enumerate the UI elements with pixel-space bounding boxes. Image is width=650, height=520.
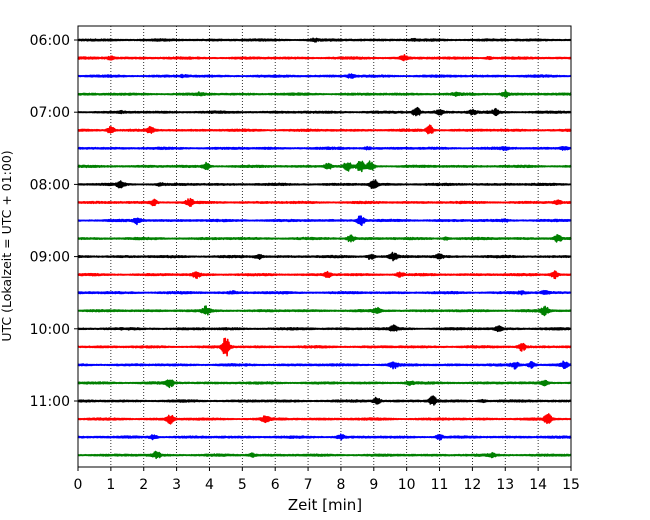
x-tick-label: 7 (304, 477, 313, 493)
plot-background (78, 26, 571, 467)
x-tick-label: 2 (139, 477, 148, 493)
seismogram-trace (77, 450, 572, 460)
x-tick-label: 14 (529, 477, 547, 493)
x-tick-label: 8 (336, 477, 345, 493)
seismogram-trace (77, 179, 572, 190)
y-axis-label: UTC (Lokalzeit = UTC + 01:00) (0, 150, 14, 341)
y-tick-label: 09:00 (30, 250, 70, 266)
seismogram-trace (77, 360, 572, 370)
seismogram-trace (77, 379, 572, 389)
seismogram-trace (77, 89, 572, 98)
x-tick-label: 0 (74, 477, 83, 493)
seismogram-trace (77, 251, 572, 262)
seismogram-trace (77, 337, 572, 357)
x-tick-label: 10 (398, 477, 416, 493)
x-axis-label: Zeit [min] (288, 496, 362, 514)
x-tick-label: 13 (496, 477, 514, 493)
seismogram-trace (77, 73, 572, 79)
y-tick-label: 07:00 (30, 105, 70, 121)
seismogram-trace (77, 37, 572, 43)
seismogram-trace (77, 106, 572, 117)
x-tick-label: 9 (369, 477, 378, 493)
x-tick-label: 15 (562, 477, 580, 493)
y-tick-label: 11:00 (30, 394, 70, 410)
x-tick-label: 4 (205, 477, 214, 493)
seismogram-traces (77, 37, 572, 460)
y-axis-ticks: 06:00 07:00 08:00 09:00 10:00 11:00 (30, 33, 78, 410)
plot-frame (77, 25, 572, 468)
seismogram-trace (77, 289, 572, 296)
seismogram-trace (77, 395, 572, 406)
seismogram-trace (77, 233, 572, 243)
seismogram-trace (77, 270, 572, 280)
seismogram-trace (77, 160, 572, 173)
y-tick-label: 10:00 (30, 322, 70, 338)
y-tick-label: 08:00 (30, 177, 70, 193)
seismogram-trace (77, 413, 572, 425)
x-tick-label: 5 (238, 477, 247, 493)
seismogram-trace (77, 433, 572, 441)
x-tick-label: 3 (172, 477, 181, 493)
y-tick-label: 06:00 (30, 33, 70, 49)
seismogram-trace (77, 215, 572, 227)
seismogram-trace (77, 197, 572, 208)
seismogram-trace (77, 124, 572, 135)
seismogram-trace (77, 54, 572, 62)
x-tick-label: 11 (431, 477, 449, 493)
x-tick-label: 6 (271, 477, 280, 493)
x-tick-label: 12 (463, 477, 481, 493)
x-tick-label: 1 (106, 477, 115, 493)
x-axis-ticks: 0 1 2 3 4 5 6 7 8 9 10 11 12 13 14 15 (74, 467, 580, 493)
seismogram-trace (77, 305, 572, 317)
seismogram-trace (77, 145, 572, 152)
seismogram-trace (77, 324, 572, 333)
